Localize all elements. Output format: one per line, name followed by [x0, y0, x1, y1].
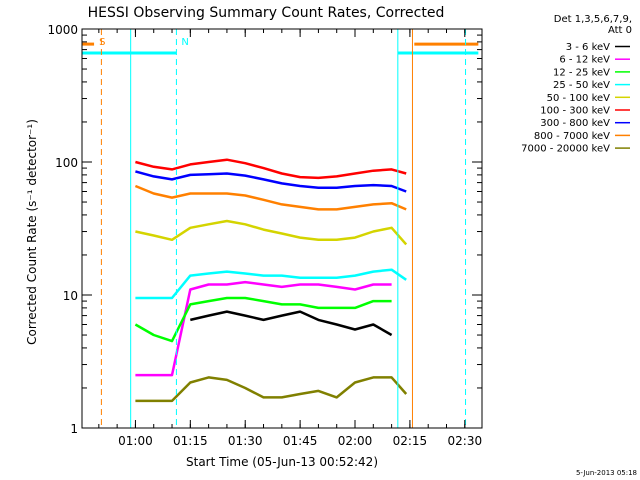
y-tick-label-3: 1000: [47, 23, 78, 37]
series-line-2: [134, 296, 392, 343]
x-tick-label-0: 01:00: [118, 434, 153, 448]
series-line-0: [190, 310, 393, 337]
series-line-6: [135, 170, 407, 193]
x-tick-label-1: 01:15: [173, 434, 208, 448]
y-tick-label-0: 1: [70, 422, 78, 436]
annotation-1: N: [181, 37, 188, 48]
legend-label-0: 3 - 6 keV: [566, 42, 610, 53]
legend-label-6: 300 - 800 keV: [540, 118, 610, 129]
legend-label-7: 800 - 7000 keV: [534, 131, 610, 142]
y-tick-label-1: 10: [63, 289, 78, 303]
footer-timestamp: 5-Jun-2013 05:18: [576, 469, 637, 477]
series-lines: [134, 158, 408, 403]
series-line-8: [135, 376, 408, 403]
series-line-7: [134, 184, 407, 211]
legend-header-1: Att 0: [608, 25, 632, 36]
legend-label-2: 12 - 25 keV: [553, 67, 610, 78]
x-tick-label-6: 02:30: [448, 434, 483, 448]
y-axis-label: Corrected Count Rate (s⁻¹ detector⁻¹): [25, 119, 39, 345]
vertical-markers: [100, 29, 467, 428]
plot-frame: [81, 28, 483, 429]
legend-label-4: 50 - 100 keV: [547, 93, 611, 104]
x-tick-label-5: 02:15: [393, 434, 428, 448]
legend-label-8: 7000 - 20000 keV: [521, 144, 610, 155]
series-line-5: [135, 158, 407, 180]
legend-label-1: 6 - 12 keV: [559, 55, 610, 66]
axes: 01:00 01:15 01:30 01:45 02:00 02:15 02:30 1 10 10…: [47, 23, 482, 448]
series-line-4: [135, 219, 408, 246]
x-tick-label-3: 01:45: [283, 434, 318, 448]
legend: Det 1,3,5,6,7,9,Att 0 3 - 6 keV 6 - 12 keV…: [521, 14, 632, 155]
legend-label-5: 100 - 300 keV: [540, 106, 610, 117]
x-tick-label-4: 02:00: [338, 434, 373, 448]
flag-bars: [82, 42, 479, 55]
legend-label-3: 25 - 50 keV: [553, 80, 610, 91]
x-axis-label: Start Time (05-Jun-13 00:52:42): [186, 455, 378, 469]
y-tick-label-2: 100: [55, 156, 78, 170]
legend-header-0: Det 1,3,5,6,7,9,: [554, 14, 632, 25]
annotation-0: S: [99, 37, 105, 48]
series-line-3: [135, 268, 407, 300]
chart-title: HESSI Observing Summary Count Rates, Cor…: [88, 5, 445, 21]
x-tick-label-2: 01:30: [228, 434, 263, 448]
series-line-1: [135, 280, 392, 377]
